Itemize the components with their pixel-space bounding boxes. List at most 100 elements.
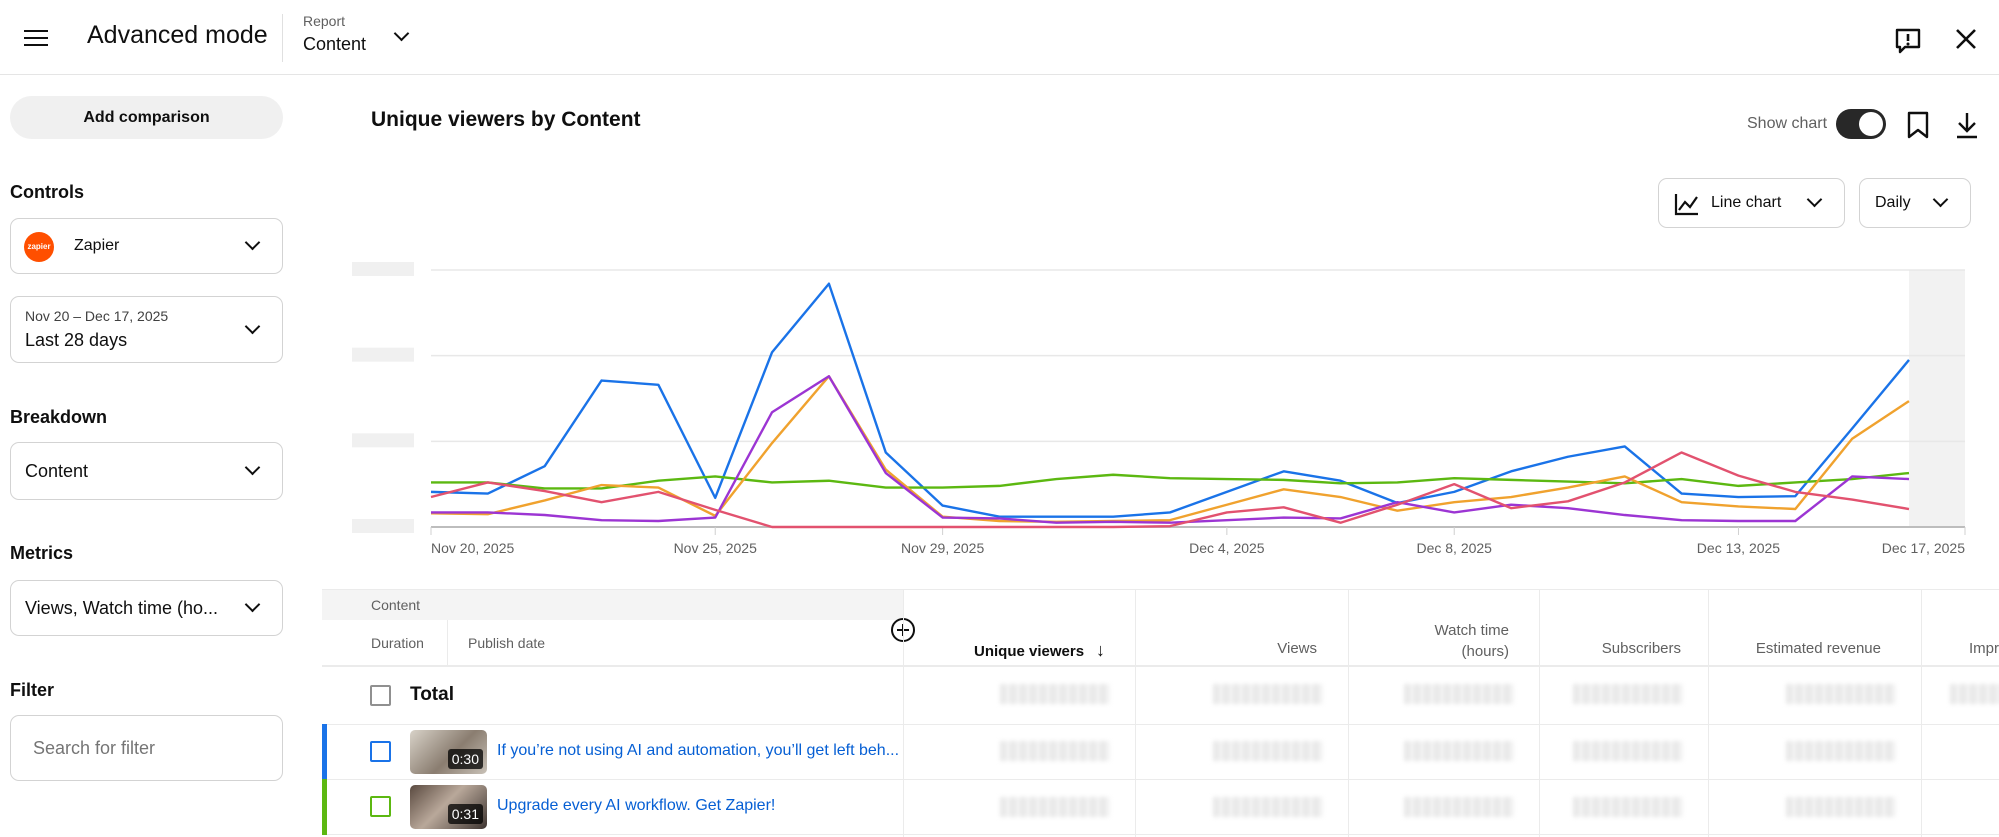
- duration-header[interactable]: Duration: [371, 635, 424, 651]
- close-icon[interactable]: [1954, 27, 1978, 51]
- obscured-value: [1950, 684, 1999, 704]
- series-color-marker: [322, 779, 327, 835]
- impressions-header[interactable]: Impr: [1969, 640, 1999, 657]
- obscured-value: [1786, 741, 1896, 761]
- chevron-down-icon: [244, 318, 261, 334]
- sort-descending-icon: ↓: [1096, 640, 1106, 660]
- obscured-value: [1573, 684, 1683, 704]
- divider: [903, 589, 904, 837]
- metrics-select[interactable]: Views, Watch time (ho...: [10, 580, 283, 636]
- obscured-value: [1213, 684, 1323, 704]
- divider: [1539, 589, 1540, 837]
- chart-title: Unique viewers by Content: [371, 108, 641, 131]
- row-checkbox[interactable]: [370, 796, 391, 817]
- x-tick-label: Nov 25, 2025: [673, 540, 757, 556]
- channel-select[interactable]: zapier Zapier: [10, 218, 283, 274]
- content-group-header: [322, 589, 903, 620]
- watch-time-header[interactable]: Watch time (hours): [1435, 620, 1509, 662]
- obscured-value: [1404, 797, 1514, 817]
- obscured-value: [1000, 741, 1110, 761]
- divider: [322, 665, 1999, 667]
- divider: [322, 724, 1999, 725]
- x-tick-label: Dec 4, 2025: [1189, 540, 1265, 556]
- total-row: Total: [0, 665, 1999, 724]
- column-label: Watch time: [1434, 622, 1509, 639]
- date-range: Nov 20 – Dec 17, 2025: [25, 308, 169, 324]
- download-icon[interactable]: [1954, 110, 1980, 140]
- table-row: 0:30 If you’re not using AI and automati…: [0, 724, 1999, 779]
- obscured-value: [1786, 684, 1896, 704]
- x-tick-label: Dec 8, 2025: [1416, 540, 1492, 556]
- filter-search-input[interactable]: [10, 715, 283, 781]
- x-tick-label: Dec 13, 2025: [1696, 540, 1781, 556]
- series-line-3: [430, 375, 1910, 524]
- total-checkbox[interactable]: [370, 685, 391, 706]
- metrics-label: Metrics: [10, 543, 74, 563]
- duration-badge: 0:30: [447, 749, 483, 769]
- breakdown-value: Content: [25, 461, 89, 481]
- obscured-value: [1404, 684, 1514, 704]
- video-title-link[interactable]: Upgrade every AI workflow. Get Zapier!: [497, 797, 776, 814]
- estimated-revenue-header[interactable]: Estimated revenue: [1755, 640, 1881, 657]
- publish-date-header[interactable]: Publish date: [468, 635, 546, 651]
- series-line-5: [430, 451, 1910, 529]
- date-preset: Last 28 days: [25, 330, 128, 350]
- app-title: Advanced mode: [87, 21, 268, 49]
- zapier-logo: zapier: [24, 232, 54, 262]
- show-chart-toggle[interactable]: [1836, 109, 1886, 139]
- breakdown-select[interactable]: Content: [10, 442, 283, 500]
- obscured-value: [1000, 684, 1110, 704]
- interval-value: Daily: [1875, 194, 1911, 211]
- obscured-value: [1404, 741, 1514, 761]
- table-row: 0:31 Upgrade every AI workflow. Get Zapi…: [0, 779, 1999, 835]
- controls-label: Controls: [10, 182, 84, 202]
- y-tick-label-obscured: [352, 262, 414, 276]
- content-header: Content: [371, 597, 421, 613]
- breakdown-label: Breakdown: [10, 407, 108, 427]
- line-chart-icon: [1674, 194, 1698, 216]
- column-label: Unique viewers: [974, 643, 1085, 660]
- add-comparison-button[interactable]: Add comparison: [10, 96, 283, 139]
- x-tick-label: Dec 17, 2025: [1881, 540, 1965, 556]
- menu-icon[interactable]: [24, 26, 48, 46]
- video-thumbnail[interactable]: 0:31: [410, 785, 487, 829]
- interval-dropdown[interactable]: Daily: [1859, 178, 1971, 228]
- divider: [1348, 589, 1349, 837]
- chevron-down-icon: [244, 596, 261, 613]
- series-line-2: [431, 471, 1910, 490]
- top-bar: Advanced mode Report Content: [0, 0, 1999, 75]
- chart-type-dropdown[interactable]: Line chart: [1658, 178, 1845, 228]
- column-label: (hours): [1461, 643, 1509, 660]
- show-chart-label: Show chart: [1747, 115, 1828, 132]
- divider: [282, 14, 283, 62]
- report-value: Content: [303, 34, 367, 54]
- bookmark-icon[interactable]: [1905, 110, 1931, 140]
- series-color-marker: [322, 724, 327, 779]
- date-range-select[interactable]: Nov 20 – Dec 17, 2025 Last 28 days: [10, 296, 283, 363]
- report-label: Report: [303, 13, 346, 29]
- chevron-down-icon: [393, 25, 410, 42]
- unique-viewers-header[interactable]: Unique viewers ↓: [974, 640, 1105, 661]
- obscured-value: [1573, 741, 1683, 761]
- views-header[interactable]: Views: [1277, 640, 1317, 657]
- obscured-value: [1573, 797, 1683, 817]
- subscribers-header[interactable]: Subscribers: [1601, 640, 1681, 657]
- incomplete-data-region: [1909, 270, 1965, 527]
- series-line-1: [430, 282, 1910, 518]
- channel-name: Zapier: [74, 237, 120, 254]
- divider: [447, 620, 448, 665]
- report-selector[interactable]: Report Content: [296, 8, 426, 66]
- divider: [322, 589, 1999, 590]
- video-title-link[interactable]: If you’re not using AI and automation, y…: [497, 742, 900, 759]
- chart-type-value: Line chart: [1711, 194, 1782, 211]
- divider: [322, 834, 1999, 835]
- divider: [1135, 589, 1136, 837]
- obscured-value: [1786, 797, 1896, 817]
- video-thumbnail[interactable]: 0:30: [410, 730, 487, 774]
- feedback-icon[interactable]: [1893, 26, 1923, 56]
- row-checkbox[interactable]: [370, 741, 391, 762]
- chevron-down-icon: [1806, 191, 1823, 208]
- divider: [322, 779, 1999, 780]
- chevron-down-icon: [244, 459, 261, 476]
- metrics-value: Views, Watch time (ho...: [25, 598, 219, 618]
